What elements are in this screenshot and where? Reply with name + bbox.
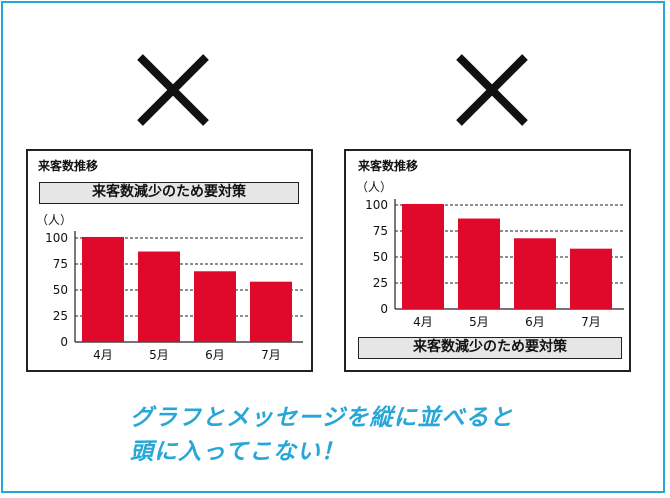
y-tick-label: 100 <box>365 198 388 212</box>
y-tick-label: 0 <box>60 335 68 349</box>
x-tick-label: 5月 <box>149 348 169 362</box>
x-tick-label: 6月 <box>525 315 545 329</box>
y-tick-label: 75 <box>373 224 388 238</box>
message-box: 来客数減少のため要対策 <box>39 182 299 204</box>
y-tick-label: 25 <box>53 309 68 323</box>
bar-chart-left: 0 25 50 75 100 4月 5月 6月 7月 <box>45 231 303 362</box>
y-tick-label: 75 <box>53 257 68 271</box>
outer-frame <box>1 1 665 493</box>
bar <box>402 203 444 309</box>
x-tick-label: 4月 <box>413 315 433 329</box>
bar <box>138 251 180 342</box>
message-box: 来客数減少のため要対策 <box>358 337 622 359</box>
y-axis-unit: （人） <box>356 180 393 194</box>
bar <box>82 236 124 342</box>
bar-chart-right: 0 25 50 75 100 4月 5月 6月 7月 <box>365 198 624 329</box>
chart-title: 来客数推移 <box>358 159 419 173</box>
right-chart-panel: 来客数推移 （人） 来客数減少のため要対策 0 25 50 75 100 4月 5月 6月 7月 <box>344 149 631 372</box>
bar <box>458 218 500 309</box>
y-tick-label: 100 <box>45 231 68 245</box>
x-tick-label: 6月 <box>205 348 225 362</box>
x-tick-label: 7月 <box>581 315 601 329</box>
y-axis-unit: （人） <box>36 213 73 227</box>
left-chart-panel: 来客数推移 来客数減少のため要対策 （人） 0 25 50 75 100 4月 5月 6月 7月 <box>26 149 313 372</box>
cross-mark-icon-right <box>456 54 528 126</box>
y-tick-label: 50 <box>373 250 388 264</box>
x-tick-label: 7月 <box>261 348 281 362</box>
caption-line-2: 頭に入ってこない！ <box>130 439 345 465</box>
bar <box>570 248 612 309</box>
x-tick-label: 4月 <box>93 348 113 362</box>
bar <box>250 281 292 342</box>
caption-line-1: グラフとメッセージを縦に並べると <box>130 405 514 431</box>
x-tick-label: 5月 <box>469 315 489 329</box>
y-tick-label: 0 <box>380 302 388 316</box>
chart-title: 来客数推移 <box>38 159 99 173</box>
y-tick-label: 50 <box>53 283 68 297</box>
bar <box>514 238 556 309</box>
cross-mark-icon-left <box>137 54 209 126</box>
y-tick-label: 25 <box>373 276 388 290</box>
bar <box>194 271 236 342</box>
